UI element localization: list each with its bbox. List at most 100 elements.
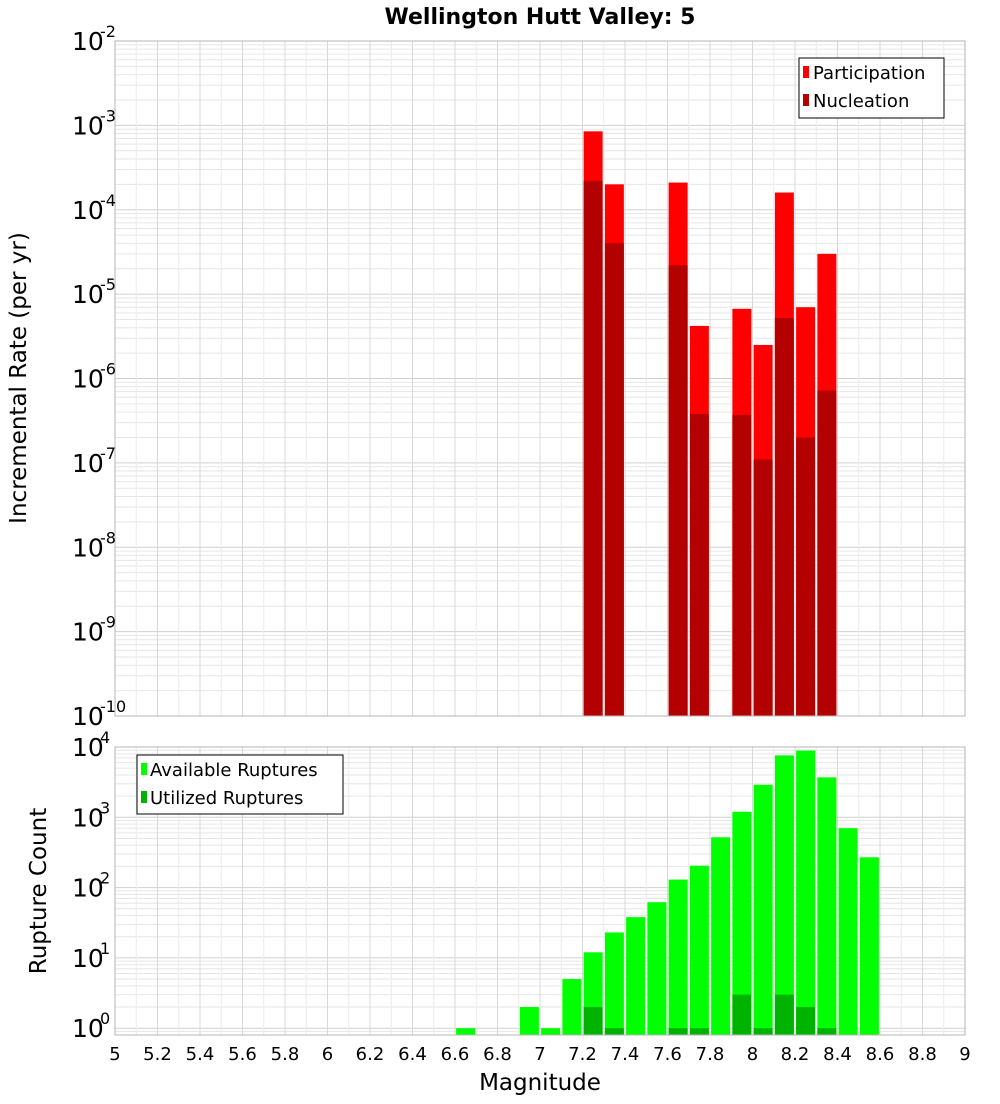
available-ruptures-bar — [647, 902, 667, 1035]
utilized-legend-label: Utilized Ruptures — [150, 788, 303, 809]
available-ruptures-bar — [541, 1028, 561, 1035]
available-ruptures-bar — [732, 811, 752, 1035]
top-ytick-base: 10 — [72, 702, 104, 731]
nucleation-bar — [817, 390, 837, 716]
available-ruptures-bar — [774, 755, 794, 1035]
utilized-ruptures-bar — [583, 1007, 603, 1035]
available-ruptures-bar — [753, 784, 773, 1035]
x-tick-label: 7.8 — [696, 1044, 725, 1065]
nucleation-bar — [732, 414, 752, 716]
available-ruptures-bar — [838, 828, 858, 1035]
x-tick-label: 6 — [322, 1044, 333, 1065]
x-axis-label: Magnitude — [479, 1070, 601, 1096]
top-ytick-exponent: -8 — [100, 528, 116, 547]
bottom-ytick-exponent: 3 — [100, 798, 110, 817]
available-ruptures-bar — [796, 750, 816, 1035]
bottom-ytick-exponent: 4 — [100, 728, 110, 747]
utilized-ruptures-bar — [732, 994, 752, 1035]
nucleation-bar — [689, 413, 709, 716]
top-grid — [114, 40, 966, 717]
bottom-ytick-exponent: 0 — [100, 1009, 110, 1028]
available-ruptures-bar — [456, 1028, 476, 1035]
top-ytick-exponent: -7 — [100, 444, 116, 463]
x-tick-label: 5.8 — [271, 1044, 300, 1065]
nucleation-legend-swatch — [803, 94, 809, 106]
participation-legend-swatch — [803, 66, 809, 78]
nucleation-bar — [796, 437, 816, 716]
x-tick-label: 8.4 — [823, 1044, 852, 1065]
x-tick-label: 7.4 — [611, 1044, 640, 1065]
utilized-legend-swatch — [141, 791, 147, 803]
available-ruptures-bar — [519, 1007, 539, 1035]
top-ytick-exponent: -2 — [100, 22, 116, 41]
bottom-plot-frame — [114, 746, 966, 1036]
top-ytick-exponent: -4 — [100, 191, 116, 210]
top-ytick-exponent: -6 — [100, 360, 116, 379]
top-ytick-exponent: -3 — [100, 106, 116, 125]
bottom-ytick-exponent: 2 — [100, 869, 110, 888]
top-legend: Participation Nucleation — [798, 57, 945, 119]
utilized-ruptures-bar — [817, 1028, 837, 1035]
x-tick-label: 8.8 — [908, 1044, 937, 1065]
utilized-ruptures-bar — [668, 1028, 688, 1035]
utilized-ruptures-bar — [774, 994, 794, 1035]
top-y-axis-label: Incremental Rate (per yr) — [6, 232, 32, 524]
utilized-ruptures-bar — [796, 1007, 816, 1035]
bottom-ytick-base: 10 — [72, 944, 104, 973]
x-tick-label: 9 — [959, 1044, 970, 1065]
available-ruptures-bar — [604, 932, 624, 1035]
top-ytick-exponent: -10 — [100, 697, 126, 716]
x-tick-label: 6.2 — [356, 1044, 385, 1065]
top-ytick-base: 10 — [72, 449, 104, 478]
x-tick-label: 6.8 — [483, 1044, 512, 1065]
top-bars — [583, 131, 837, 717]
bottom-ytick-base: 10 — [72, 1014, 104, 1043]
top-ytick-base: 10 — [72, 111, 104, 140]
available-legend-label: Available Ruptures — [150, 760, 318, 781]
top-ytick-base: 10 — [72, 618, 104, 647]
x-tick-label: 7 — [534, 1044, 545, 1065]
x-tick-label: 8 — [747, 1044, 758, 1065]
nucleation-legend-label: Nucleation — [813, 91, 909, 112]
x-tick-label: 5.4 — [186, 1044, 215, 1065]
x-tick-label: 7.2 — [568, 1044, 597, 1065]
available-ruptures-bar — [626, 917, 646, 1035]
top-plot-frame — [114, 40, 966, 717]
nucleation-bar — [604, 243, 624, 717]
available-ruptures-bar — [711, 837, 731, 1035]
bottom-ytick-base: 10 — [72, 803, 104, 832]
top-ytick-base: 10 — [72, 27, 104, 56]
x-ticks: 5 5.2 5.4 5.6 5.8 6 6.2 6.4 6.6 6.8 7 7.2 7.4 7.6 7.8 8… — [109, 1044, 970, 1065]
bottom-legend-box — [136, 754, 344, 815]
nucleation-bar — [774, 318, 794, 716]
available-ruptures-bar — [859, 857, 879, 1035]
nucleation-bar — [668, 265, 688, 716]
top-ytick-base: 10 — [72, 365, 104, 394]
bottom-ytick-base: 10 — [72, 733, 104, 762]
available-legend-swatch — [141, 763, 147, 775]
bottom-y-axis-label: Rupture Count — [26, 808, 52, 974]
nucleation-bar — [583, 180, 603, 716]
top-legend-box — [798, 57, 945, 119]
available-ruptures-bar — [668, 879, 688, 1035]
x-tick-label: 5.6 — [228, 1044, 257, 1065]
top-ytick-base: 10 — [72, 533, 104, 562]
available-ruptures-bar — [817, 777, 837, 1035]
top-ytick-base: 10 — [72, 196, 104, 225]
x-tick-label: 5 — [109, 1044, 120, 1065]
top-ytick-exponent: -9 — [100, 613, 116, 632]
x-tick-label: 5.2 — [143, 1044, 172, 1065]
utilized-ruptures-bar — [753, 1028, 773, 1035]
utilized-ruptures-bar — [689, 1028, 709, 1035]
x-tick-label: 8.2 — [781, 1044, 810, 1065]
bottom-ytick-exponent: 1 — [100, 939, 110, 958]
nucleation-bar — [753, 459, 773, 716]
available-ruptures-bar — [689, 865, 709, 1035]
x-tick-label: 6.6 — [441, 1044, 470, 1065]
